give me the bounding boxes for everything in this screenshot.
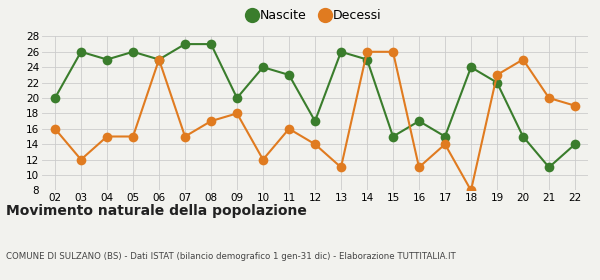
Decessi [571, 104, 578, 107]
Nascite [337, 50, 344, 53]
Nascite [130, 50, 137, 53]
Decessi [442, 143, 449, 146]
Decessi [520, 58, 527, 61]
Nascite [364, 58, 371, 61]
Decessi [208, 119, 215, 123]
Decessi [103, 135, 110, 138]
Decessi [389, 50, 397, 53]
Nascite [181, 42, 188, 46]
Decessi [155, 58, 163, 61]
Decessi [467, 189, 475, 192]
Decessi [286, 127, 293, 130]
Nascite [259, 66, 266, 69]
Nascite [233, 96, 241, 100]
Nascite [77, 50, 85, 53]
Nascite [520, 135, 527, 138]
Nascite [442, 135, 449, 138]
Decessi [233, 112, 241, 115]
Text: Movimento naturale della popolazione: Movimento naturale della popolazione [6, 204, 307, 218]
Line: Nascite: Nascite [50, 39, 580, 172]
Decessi [545, 96, 553, 100]
Nascite [311, 119, 319, 123]
Nascite [545, 165, 553, 169]
Decessi [181, 135, 188, 138]
Decessi [52, 127, 59, 130]
Decessi [77, 158, 85, 161]
Decessi [493, 73, 500, 77]
Nascite [415, 119, 422, 123]
Decessi [259, 158, 266, 161]
Decessi [337, 165, 344, 169]
Nascite [52, 96, 59, 100]
Nascite [103, 58, 110, 61]
Nascite [389, 135, 397, 138]
Decessi [130, 135, 137, 138]
Nascite [208, 42, 215, 46]
Nascite [493, 81, 500, 84]
Decessi [364, 50, 371, 53]
Nascite [286, 73, 293, 77]
Decessi [415, 165, 422, 169]
Text: COMUNE DI SULZANO (BS) - Dati ISTAT (bilancio demografico 1 gen-31 dic) - Elabor: COMUNE DI SULZANO (BS) - Dati ISTAT (bil… [6, 252, 456, 261]
Legend: Nascite, Decessi: Nascite, Decessi [244, 4, 386, 27]
Line: Decessi: Decessi [50, 47, 580, 195]
Decessi [311, 143, 319, 146]
Nascite [571, 143, 578, 146]
Nascite [155, 58, 163, 61]
Nascite [467, 66, 475, 69]
